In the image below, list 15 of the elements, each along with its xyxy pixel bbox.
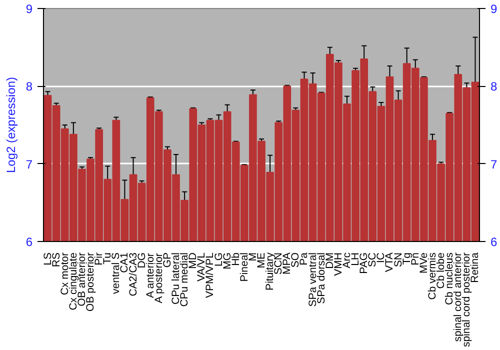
x-tick-label: RS bbox=[50, 252, 62, 268]
y-tick-label: 7 bbox=[26, 157, 33, 172]
x-tick-label: Retina bbox=[469, 252, 482, 283]
y-tick-label: 6 bbox=[26, 235, 33, 249]
y2-tick-label: 7 bbox=[490, 157, 498, 172]
y2-tick-label: 8 bbox=[490, 80, 498, 94]
x-tick-label: Tg bbox=[400, 252, 413, 265]
y-axis-title: Log2 (expression) bbox=[4, 76, 18, 174]
y-tick-label: 9 bbox=[26, 2, 33, 16]
x-tick-label: A posterior bbox=[152, 252, 165, 304]
y2-tick-label: 6 bbox=[490, 235, 498, 249]
x-tick-label: OB posterior bbox=[84, 252, 97, 312]
y2-tick-label: 9 bbox=[490, 2, 498, 16]
y-tick-label: 8 bbox=[26, 80, 33, 94]
x-tick-label: DG bbox=[136, 252, 148, 268]
